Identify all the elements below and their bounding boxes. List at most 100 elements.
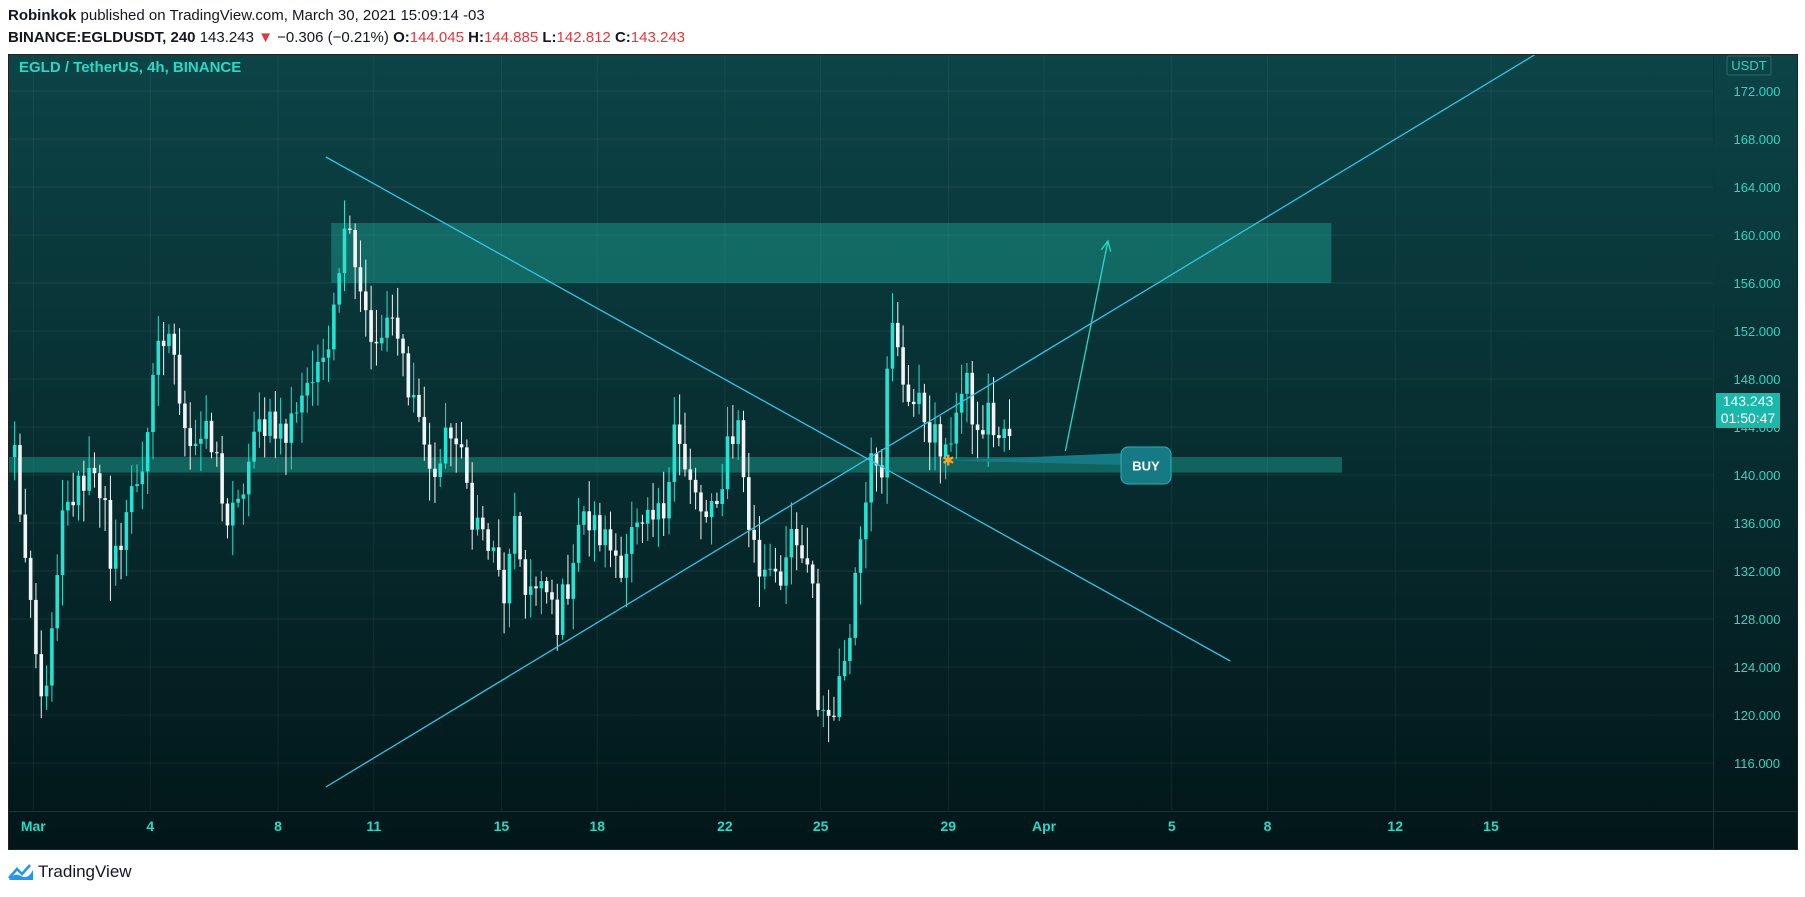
candle-body — [747, 477, 751, 530]
candle-body — [443, 427, 448, 464]
y-tick-label: 160.000 — [1734, 228, 1781, 243]
candle-body — [316, 361, 320, 383]
open-value: 144.045 — [409, 29, 464, 46]
candle-body — [406, 353, 411, 398]
candle-body — [911, 401, 916, 405]
buy-callout-label: BUY — [1132, 459, 1160, 474]
high-value: 144.885 — [483, 29, 539, 46]
candle-body — [427, 444, 432, 469]
candle-body — [193, 443, 198, 446]
candle-body — [752, 529, 756, 540]
y-tick-label: 132.000 — [1734, 564, 1781, 579]
y-tick-label: 116.000 — [1734, 756, 1780, 771]
tradingview-brand: TradingView — [38, 862, 132, 881]
candle-body — [699, 492, 703, 512]
price-change: −0.306 (−0.21%) — [277, 29, 389, 46]
candle-body — [465, 447, 469, 483]
candle-body — [970, 372, 975, 425]
candle-body — [97, 473, 102, 499]
candle-body — [507, 553, 512, 604]
chart-panel[interactable]: 116.000 120.000 124.000 128.000 132.000 136.0… — [8, 54, 1798, 850]
candle-body — [858, 539, 863, 573]
candle-body — [55, 575, 60, 629]
author-name[interactable]: Robinkok — [8, 7, 77, 24]
candle-body — [401, 338, 405, 354]
candle-body — [528, 586, 533, 595]
candle-body — [619, 555, 623, 578]
tradingview-footer[interactable]: TradingView — [8, 862, 132, 882]
candle-body — [481, 517, 485, 530]
candle-body — [129, 486, 134, 513]
candle-body — [337, 273, 341, 305]
candle-body — [44, 685, 49, 697]
candle-body — [943, 444, 948, 457]
candle-body — [18, 445, 22, 515]
low-label: L: — [542, 29, 557, 46]
candle-body — [172, 333, 177, 355]
candle-body — [1007, 428, 1012, 437]
x-tick-label: 8 — [1264, 818, 1272, 834]
x-tick-label: 5 — [1168, 818, 1176, 834]
y-tick-label: 120.000 — [1734, 708, 1781, 723]
close-label: C: — [614, 29, 631, 46]
price-chart[interactable]: 116.000 120.000 124.000 128.000 132.000 136.0… — [9, 55, 1798, 850]
candle-body — [199, 438, 203, 444]
candle-body — [119, 545, 123, 550]
candle-body — [289, 413, 294, 443]
y-tick-label: 152.000 — [1734, 324, 1781, 339]
candle-body — [688, 469, 693, 480]
candle-body — [906, 384, 911, 402]
x-tick-label: 15 — [494, 818, 510, 834]
candle-body — [305, 382, 310, 396]
candle-body — [177, 354, 182, 404]
candle-body — [326, 349, 331, 358]
candle-body — [731, 436, 735, 445]
candle-body — [183, 403, 187, 429]
candle-body — [640, 522, 645, 524]
candle-body — [981, 430, 985, 435]
candle-body — [576, 524, 581, 563]
candle-body — [725, 436, 730, 490]
candle-body — [603, 529, 607, 546]
candle-body — [417, 394, 421, 417]
x-tick-label: Apr — [1032, 818, 1057, 834]
candle-body — [539, 581, 544, 589]
candle-body — [151, 374, 155, 433]
candle-body — [624, 553, 629, 578]
candle-body — [449, 427, 453, 439]
y-tick-label: 164.000 — [1734, 180, 1781, 195]
candle-body — [645, 509, 650, 524]
symbol-info: BINANCE:EGLDUSDT, 240 143.243 ▼ −0.306 (… — [8, 29, 685, 46]
candle-body — [241, 494, 246, 499]
candle-body — [938, 424, 943, 457]
candle-body — [874, 453, 879, 466]
y-tick-label: 148.000 — [1734, 372, 1781, 387]
x-tick-label: 25 — [813, 818, 829, 834]
candle-body — [502, 569, 506, 604]
x-tick-label: 29 — [941, 818, 957, 834]
candle-body — [236, 498, 240, 503]
trend-line — [325, 55, 1536, 788]
candle-body — [385, 317, 389, 338]
x-tick-label: 4 — [146, 818, 154, 834]
candle-body — [768, 568, 772, 570]
candle-body — [379, 337, 384, 344]
candle-body — [50, 628, 54, 686]
candle-body — [614, 550, 618, 556]
candle-countdown: 01:50:47 — [1721, 410, 1776, 426]
candle-body — [784, 557, 788, 586]
candle-body — [390, 317, 395, 319]
last-price-label: 143.243 — [1723, 393, 1774, 409]
x-tick-label: 15 — [1483, 818, 1499, 834]
candle-body — [587, 511, 592, 531]
target-arrow-head-icon — [1100, 239, 1112, 252]
candle-body — [71, 501, 75, 506]
candle-body — [438, 463, 443, 477]
resistance-support-zone — [331, 223, 1332, 283]
candle-body — [273, 411, 278, 439]
candle-body — [629, 526, 634, 554]
candle-body — [608, 529, 613, 551]
candle-body — [215, 452, 219, 454]
candle-body — [363, 291, 368, 311]
candle-body — [156, 340, 161, 375]
